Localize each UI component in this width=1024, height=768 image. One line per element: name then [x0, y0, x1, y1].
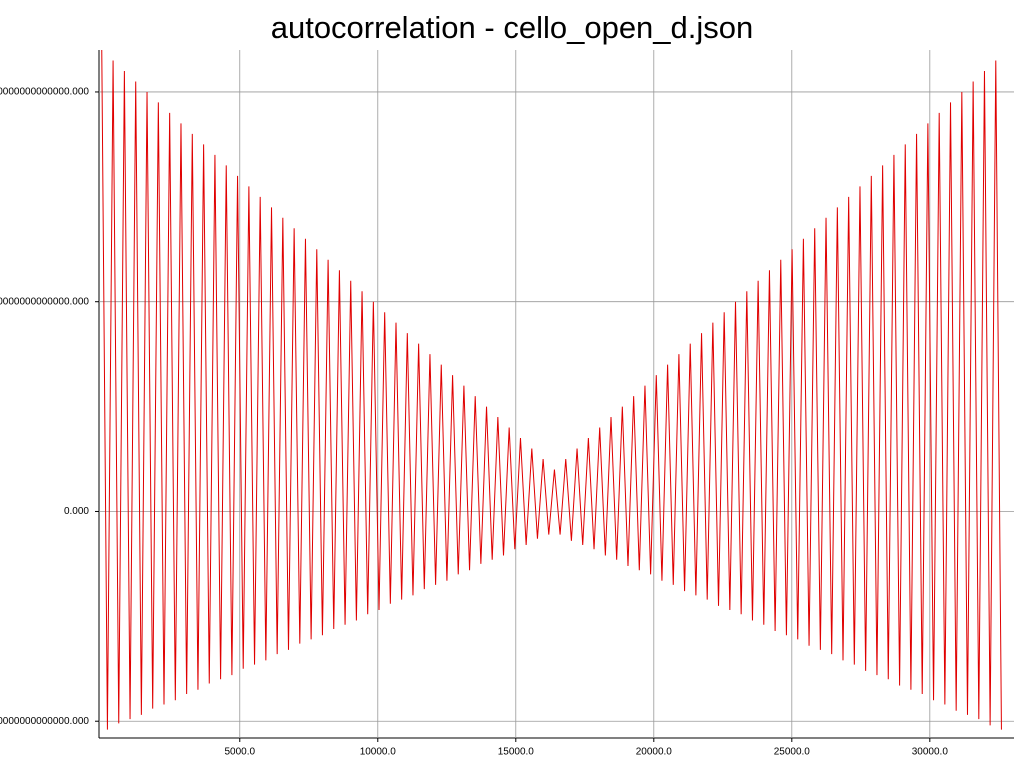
x-tick-label: 30000.0: [912, 747, 949, 758]
y-tick-label: 100000000000000000.000: [0, 296, 89, 307]
chart-title: autocorrelation - cello_open_d.json: [271, 10, 754, 45]
x-tick-label: 10000.0: [360, 747, 397, 758]
y-tick-label: -100000000000000000.000: [0, 716, 89, 727]
x-tick-label: 5000.0: [224, 747, 255, 758]
y-tick-label: 200000000000000000.000: [0, 87, 89, 98]
x-tick-label: 25000.0: [774, 747, 811, 758]
x-tick-label: 20000.0: [636, 747, 673, 758]
line-series: [101, 49, 1002, 730]
x-tick-label: 15000.0: [498, 747, 535, 758]
y-tick-label: 0.000: [64, 506, 89, 517]
